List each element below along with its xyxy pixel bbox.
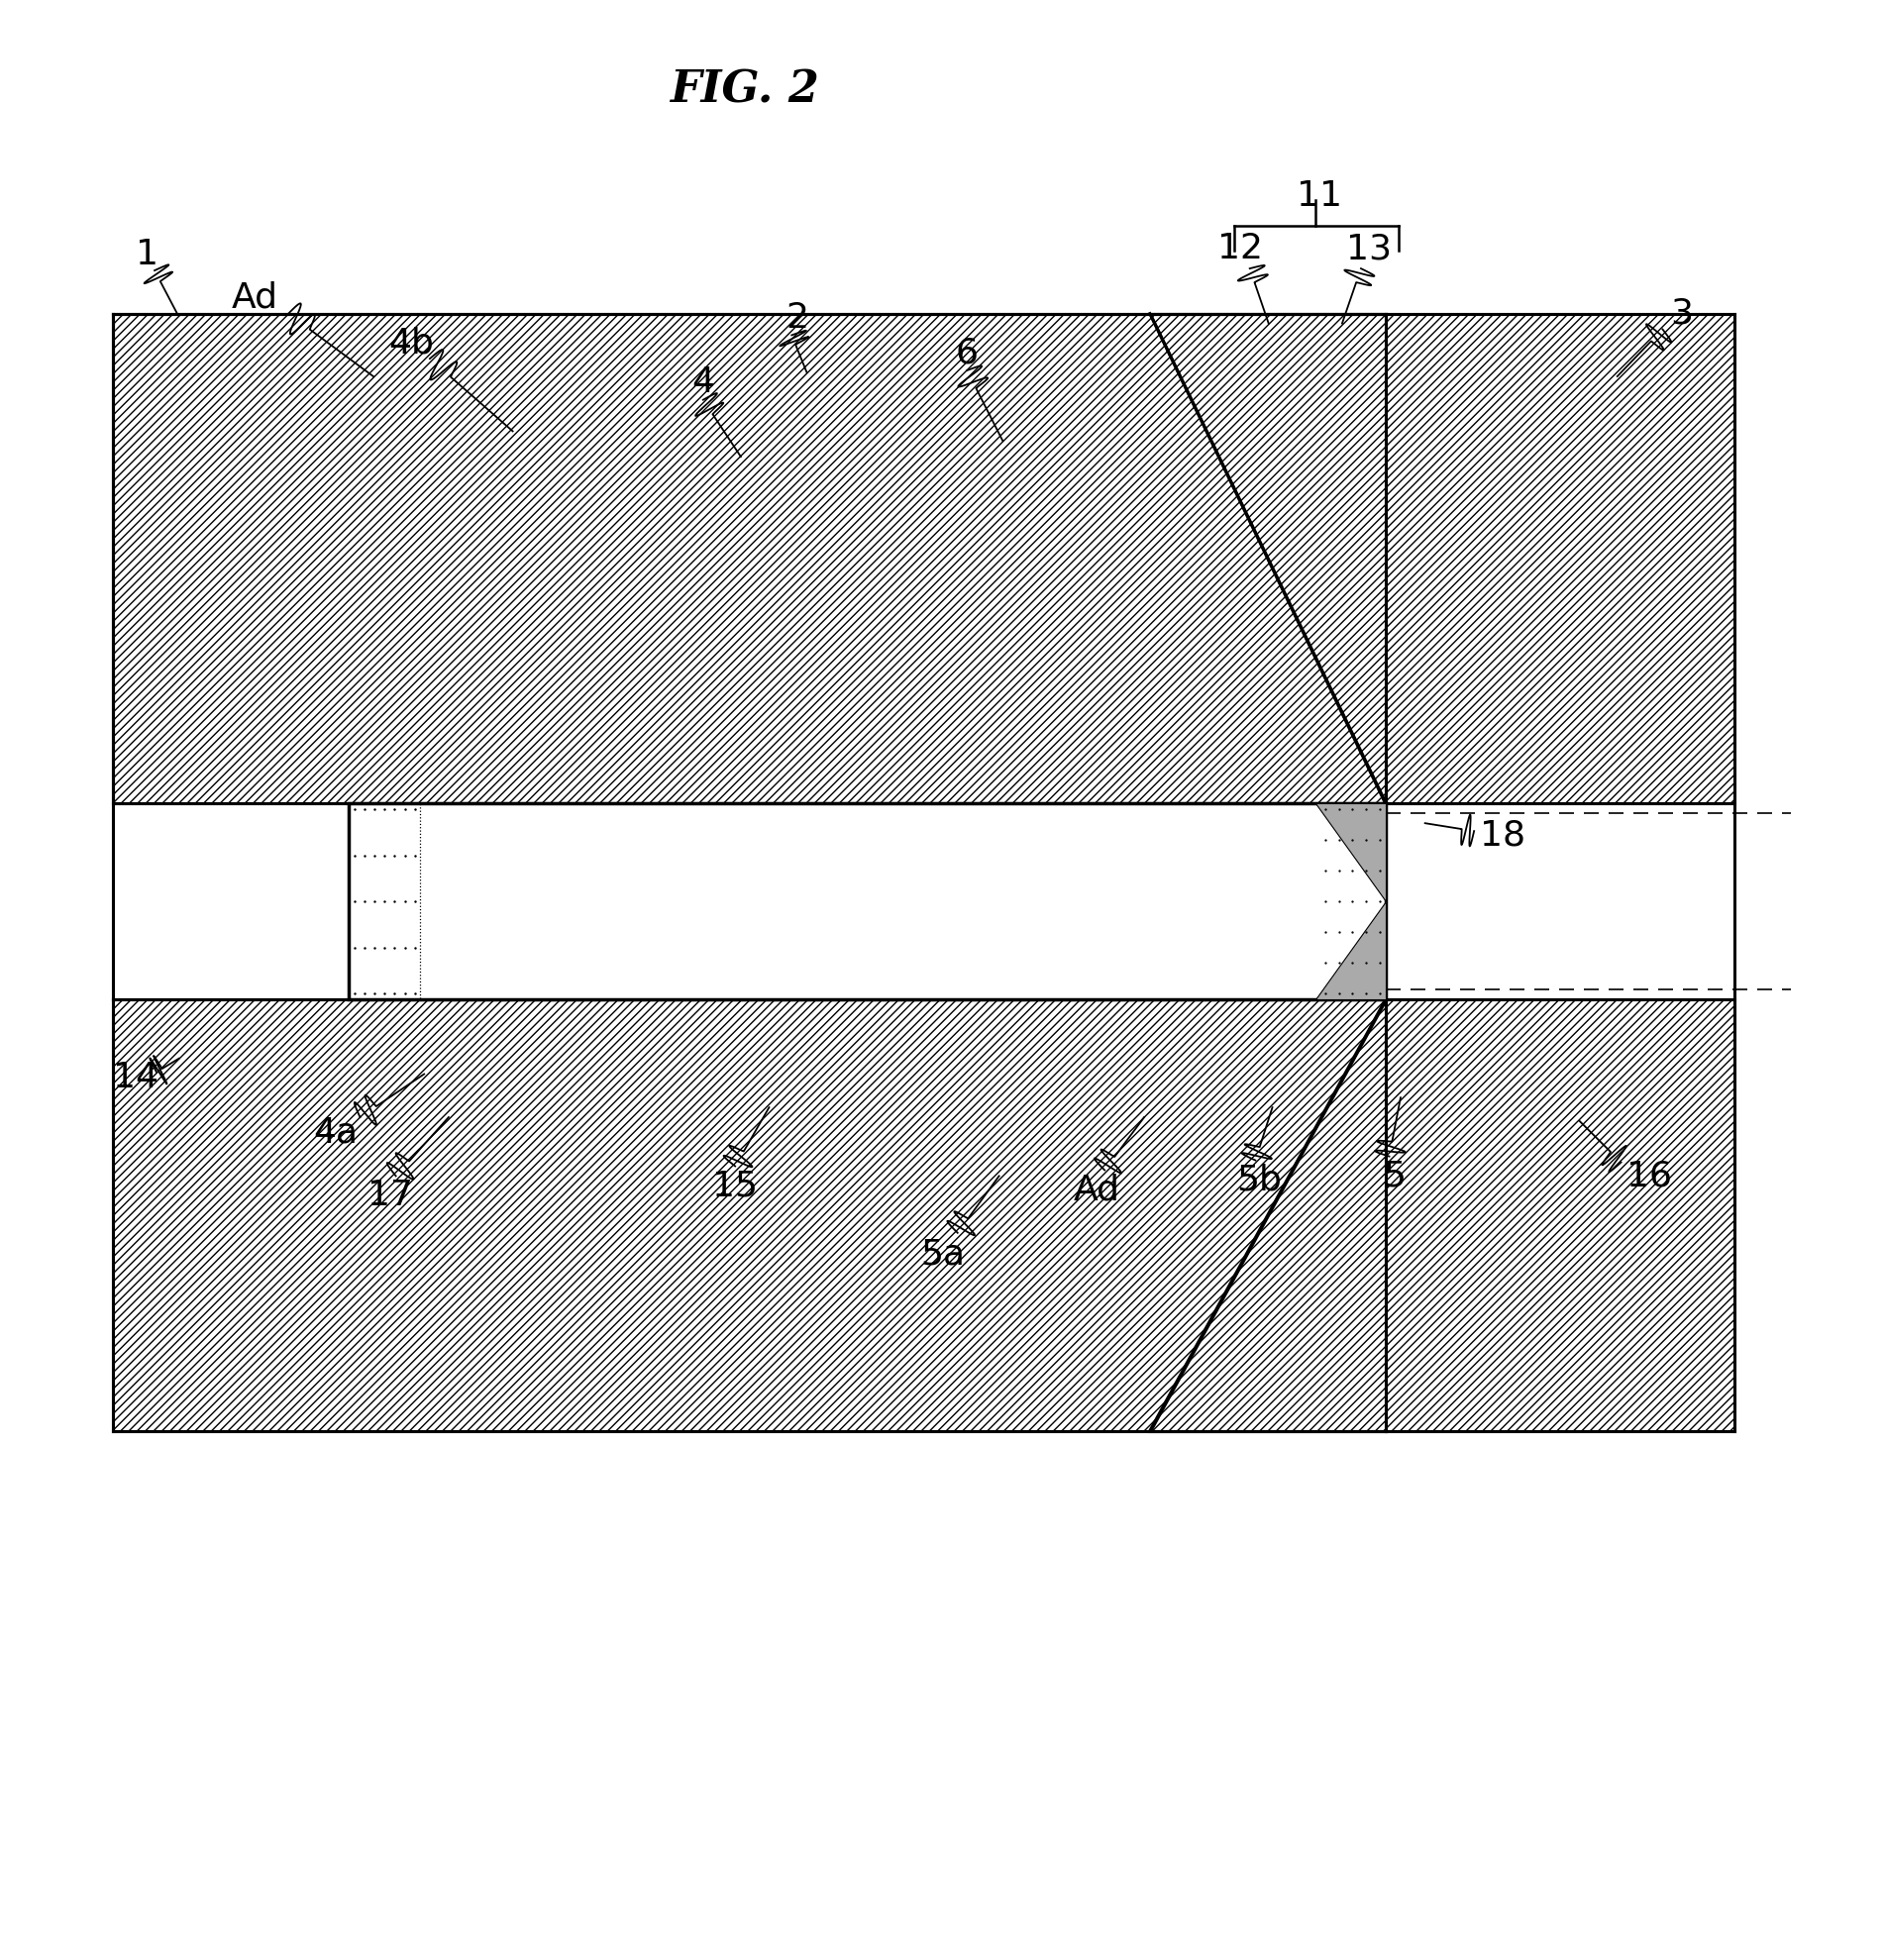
- Text: 12: 12: [1218, 231, 1263, 267]
- Text: 4: 4: [692, 365, 714, 400]
- Text: 4a: 4a: [313, 1115, 358, 1151]
- Bar: [349, 804, 420, 1000]
- Text: 3: 3: [1670, 296, 1693, 331]
- Polygon shape: [1150, 1000, 1734, 1431]
- Text: 5: 5: [1384, 1158, 1406, 1194]
- Polygon shape: [1316, 804, 1385, 902]
- Text: 15: 15: [713, 1168, 758, 1203]
- Text: 1: 1: [136, 237, 158, 272]
- Text: 5b: 5b: [1237, 1162, 1282, 1198]
- Text: 2: 2: [786, 300, 809, 335]
- Text: 5a: 5a: [920, 1237, 965, 1272]
- Bar: [349, 804, 1385, 1000]
- Text: 6: 6: [956, 335, 978, 370]
- Text: 17: 17: [368, 1178, 413, 1213]
- Text: 11: 11: [1297, 178, 1342, 214]
- Text: Ad: Ad: [1074, 1172, 1120, 1207]
- Polygon shape: [113, 1000, 1385, 1431]
- Polygon shape: [1316, 902, 1385, 1000]
- Text: 16: 16: [1627, 1158, 1672, 1194]
- Text: 13: 13: [1346, 231, 1391, 267]
- Polygon shape: [1150, 314, 1734, 804]
- Text: 4b: 4b: [388, 325, 434, 361]
- Text: 18: 18: [1480, 817, 1525, 853]
- Text: Ad: Ad: [232, 280, 277, 316]
- Polygon shape: [113, 314, 1385, 804]
- Text: FIG. 2: FIG. 2: [669, 69, 820, 112]
- Text: 14: 14: [113, 1060, 158, 1096]
